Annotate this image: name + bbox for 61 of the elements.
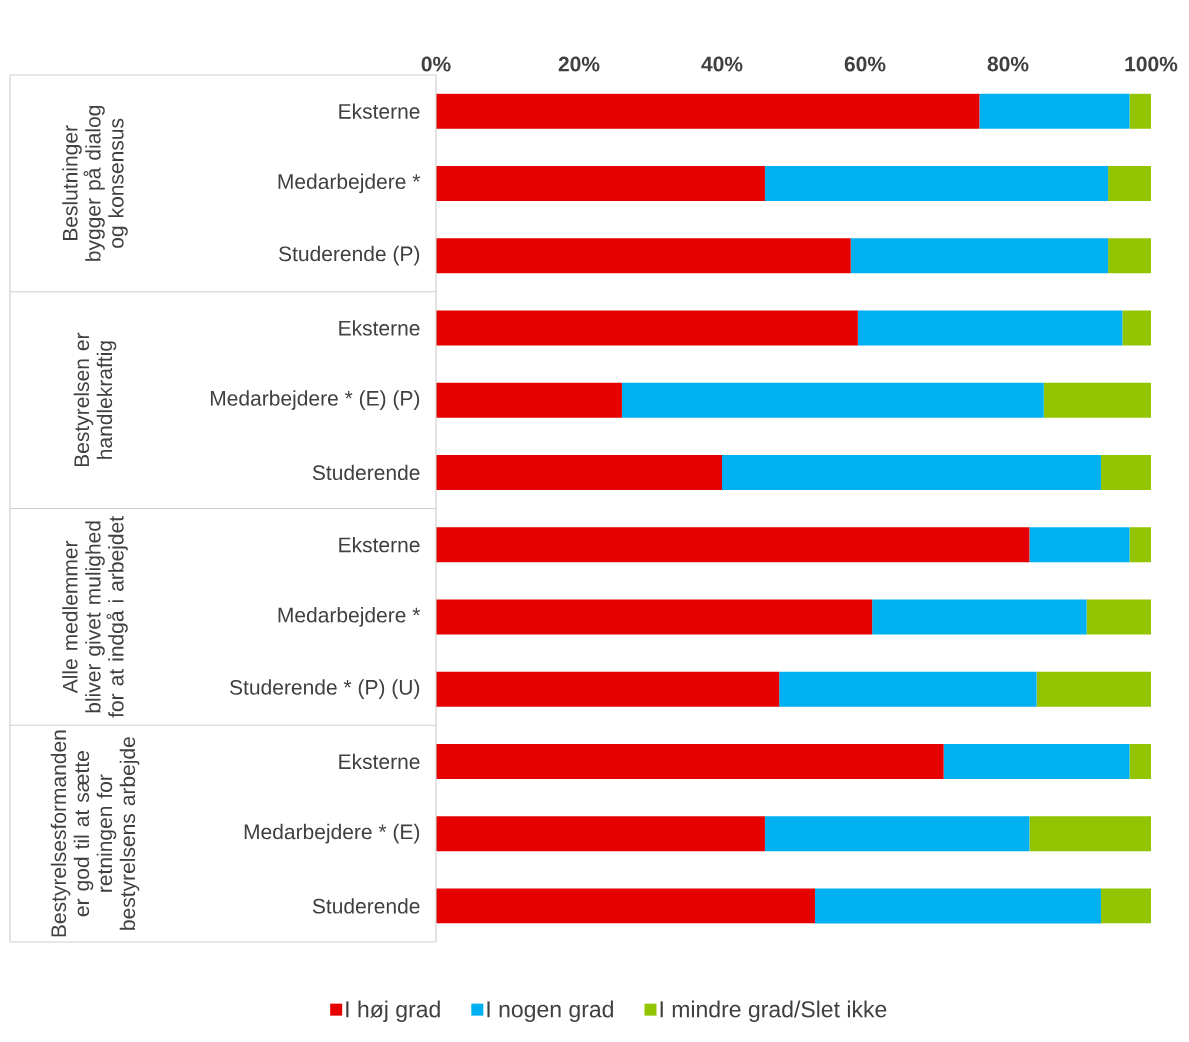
bar: [1129, 743, 1152, 779]
bar: [1100, 454, 1152, 490]
y-tick-label: Eksterne: [339, 103, 420, 119]
text: Alle medlemmer bliver givet mulighed for at indgå i arbejdet: [62, 516, 128, 718]
bar: [764, 165, 1109, 201]
bar: [764, 816, 1030, 852]
bar: [436, 310, 858, 346]
bar: [436, 599, 873, 635]
bar: [436, 93, 980, 129]
y-tick-label: Studerende: [312, 898, 420, 914]
bar: [979, 93, 1130, 129]
legend-label: I nogen grad: [487, 1000, 613, 1022]
bar: [436, 671, 780, 707]
bar: [1129, 93, 1152, 129]
bar: [621, 382, 1044, 418]
bar: [436, 816, 765, 852]
bar: [722, 454, 1101, 490]
bar: [1029, 527, 1130, 563]
bar: [1086, 599, 1152, 635]
legend-label: I mindre grad/Slet ikke: [660, 1000, 887, 1022]
y-tick-label: Medarbejdere *: [278, 607, 421, 627]
bar: [1100, 888, 1152, 924]
y-tick-label: Studerende: [312, 464, 420, 481]
y-tick-label: Medarbejdere *: [278, 173, 421, 194]
x-tick-label: 60%: [844, 56, 886, 72]
bar: [436, 527, 1030, 563]
bar: [1108, 238, 1152, 274]
y-tick-label: Medarbejdere * (E) (P): [210, 390, 420, 410]
bar: [943, 743, 1130, 779]
bar: [1122, 310, 1152, 346]
bar: [436, 165, 765, 201]
bar: [850, 238, 1109, 274]
bar: [436, 888, 815, 924]
x-tick-label: 80%: [987, 56, 1029, 72]
bar: [779, 671, 1037, 707]
bar: [436, 238, 851, 274]
bar: [436, 743, 944, 779]
y-tick-label: Studerende (P): [279, 245, 420, 266]
x-tick-label: 40%: [701, 56, 743, 72]
bar: [814, 888, 1101, 924]
legend-label: I høj grad: [346, 1000, 440, 1022]
x-tick-label: 20%: [558, 56, 600, 72]
bar: [436, 454, 722, 490]
bar: [1036, 671, 1152, 707]
bar: [1043, 382, 1152, 418]
text: Bestyrelsesformanden er god til at sætte retningen for bestyrelsens arbejde: [50, 730, 140, 937]
text: Beslutninger bygger på dialog og konsensus: [62, 105, 128, 261]
y-tick-label: Medarbejdere * (E): [244, 823, 420, 844]
y-tick-label: Eksterne: [339, 320, 420, 336]
y-tick-label: Studerende * (P) (U): [230, 679, 420, 699]
y-tick-label: Eksterne: [339, 536, 420, 553]
bar: [1029, 816, 1152, 852]
x-tick-label: 0%: [421, 56, 451, 72]
y-tick-label: Eksterne: [339, 753, 420, 770]
x-tick-label: 100%: [1125, 56, 1178, 72]
bar: [857, 310, 1123, 346]
bar: [1108, 165, 1152, 201]
bar: [872, 599, 1087, 635]
bar: [1129, 527, 1152, 563]
text: Bestyrelsen er handlekraftig: [73, 332, 117, 467]
bar: [436, 382, 622, 418]
